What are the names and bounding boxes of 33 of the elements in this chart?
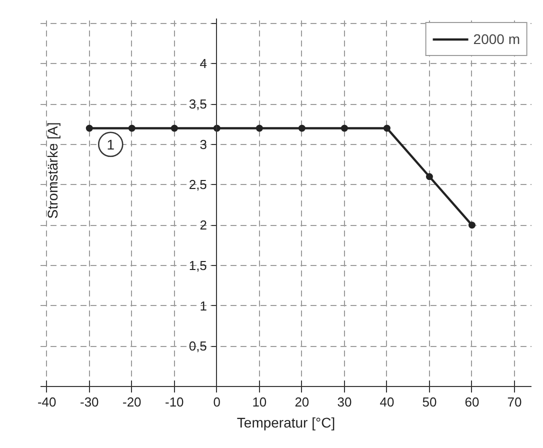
annotation: 1 [106,136,115,152]
point [340,124,348,132]
point [170,124,178,132]
x-tick-label: -40 [37,394,56,410]
x-tick-label: 20 [294,394,310,410]
y-tick-label: 3,5 [188,96,207,112]
x-axis-title: Temperatur [°C] [236,414,336,430]
y-tick-label: 0,5 [188,338,207,354]
y-tick-label: 1 [200,298,207,314]
x-tick-label: -10 [165,394,184,410]
point [128,124,136,132]
y-tick-label: 1,5 [188,258,207,273]
y-tick-label: 4 [200,56,207,72]
y-tick-label: 2 [200,218,207,233]
x-tick-label: 60 [464,394,480,410]
point [426,173,433,180]
x-tick-label: 10 [252,394,267,410]
x-tick-label: 70 [507,394,522,410]
point [256,124,263,132]
y-tick-label: 3 [200,136,207,152]
x-tick-label: 50 [422,394,437,410]
x-tick-label: -20 [122,394,142,410]
point [86,124,93,132]
legend-label: 2000 m [473,31,520,47]
x-tick-label: -30 [80,394,99,410]
point [383,124,390,132]
point [468,222,476,229]
y-tick-label: 2,5 [188,177,207,192]
x-tick-label: 0 [213,394,221,410]
x-tick-label: 30 [337,394,352,410]
point [298,124,306,132]
x-tick-label: 40 [380,394,394,410]
y-axis-title: Stromstärke [A] [44,122,60,219]
